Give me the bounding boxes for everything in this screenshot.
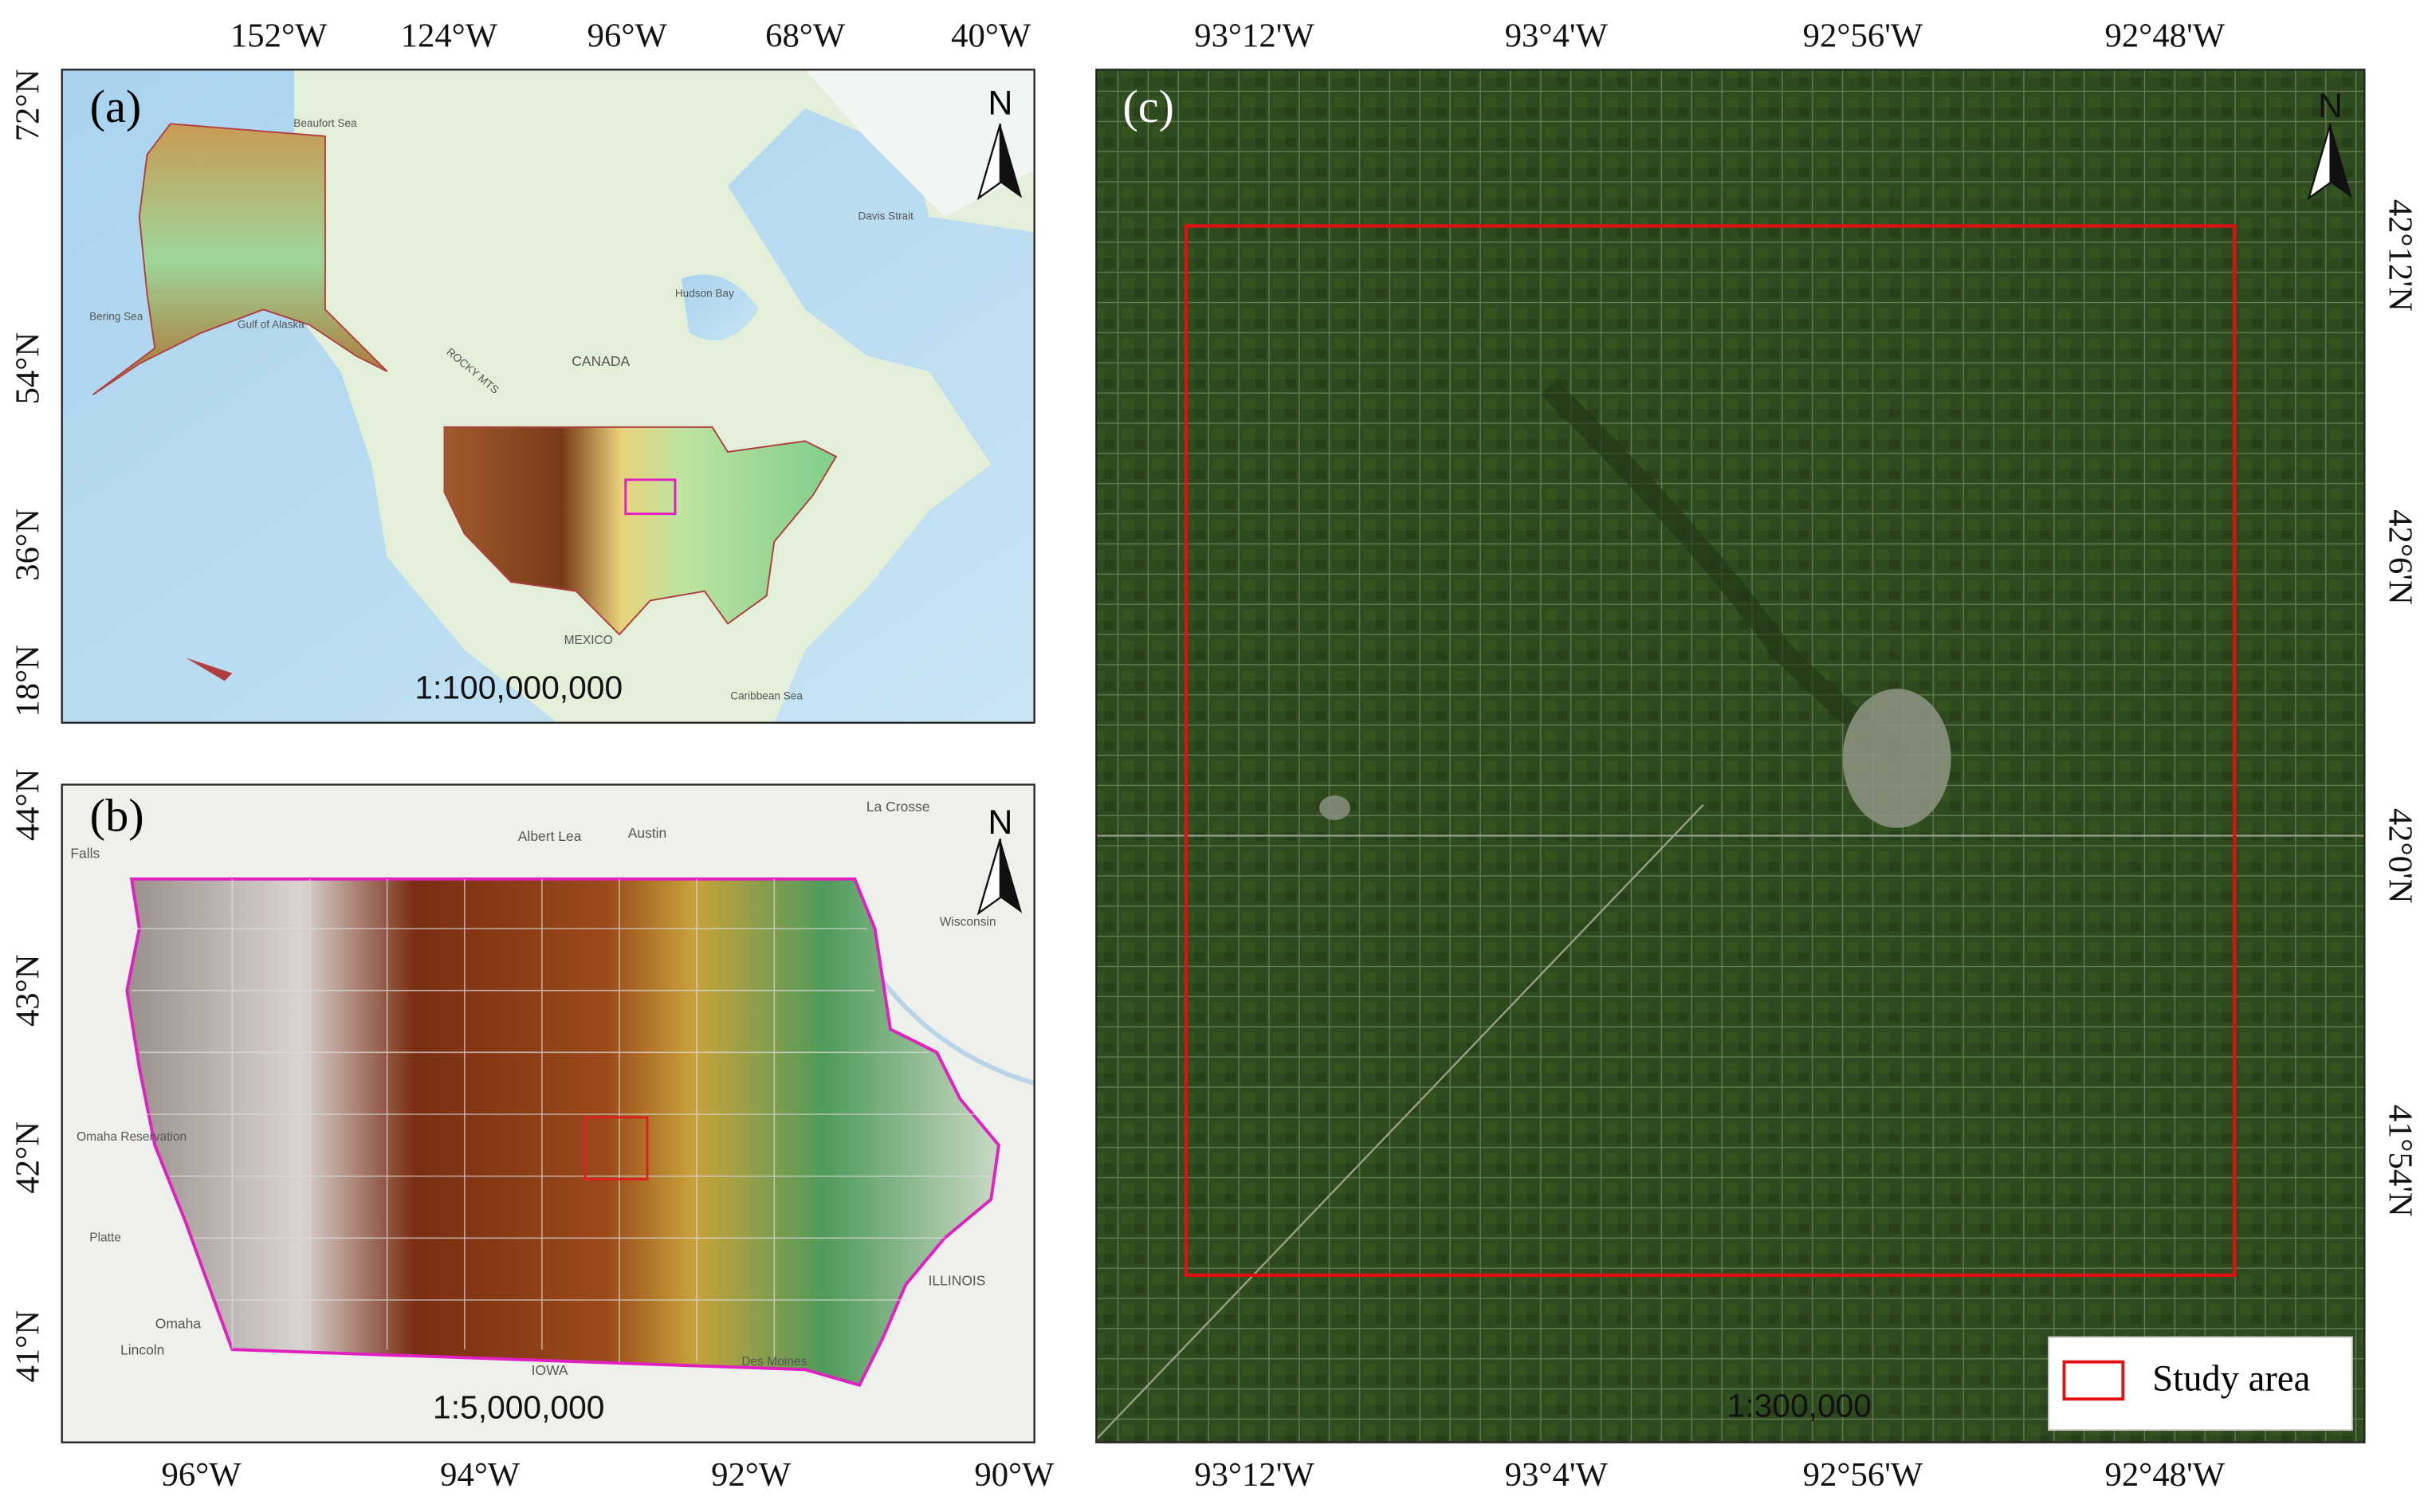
- iowa: [125, 877, 1001, 1388]
- place-label: Platte: [89, 1231, 121, 1244]
- place-label: Davis Strait: [858, 210, 913, 222]
- place-label: Albert Lea: [518, 828, 582, 844]
- top-tick-label: 93°12'W: [1194, 17, 1314, 54]
- top-tick-label: 152°W: [230, 17, 328, 54]
- iowa-outline: [624, 478, 677, 516]
- place-label: Falls: [70, 845, 100, 861]
- place-label: Beaufort Sea: [293, 117, 357, 129]
- top-tick-label: 92°48'W: [2104, 17, 2225, 54]
- place-label: Hudson Bay: [675, 288, 734, 300]
- panel-a-frame: [61, 69, 1035, 724]
- alaska: [92, 123, 388, 395]
- place-label: IOWA: [532, 1362, 568, 1378]
- left-tick-label: 42°N: [10, 1121, 47, 1194]
- bottom-tick-label: 94°W: [440, 1456, 521, 1494]
- panel-label: (c): [1122, 81, 1174, 132]
- hudson-bay: [681, 274, 759, 341]
- right-tick-label: 41°54'N: [2381, 1105, 2418, 1217]
- top-tick-label: 92°56'W: [1803, 17, 1923, 54]
- left-tick-label: 44°N: [10, 768, 47, 841]
- right-tick-label: 42°0'N: [2381, 808, 2418, 904]
- north-arrow: [1000, 124, 1023, 198]
- place-label: Austin: [628, 825, 667, 841]
- city: [1842, 689, 1951, 828]
- place-label: Omaha Reservation: [77, 1130, 187, 1144]
- place-label: Lincoln: [120, 1342, 164, 1358]
- satellite-image: [1096, 69, 2365, 1443]
- bottom-tick-label: 93°12'W: [1194, 1456, 1314, 1494]
- place-label: Caribbean Sea: [730, 689, 803, 701]
- town: [1319, 795, 1350, 821]
- panel-a-map: [61, 69, 1035, 723]
- left-tick-label: 18°N: [10, 645, 47, 717]
- bottom-tick-label: 96°W: [161, 1456, 242, 1494]
- place-label: Gulf of Alaska: [238, 318, 304, 330]
- panel-label: (b): [90, 789, 144, 841]
- place-label: Wisconsin: [940, 915, 996, 929]
- left-tick-label: 36°N: [10, 509, 47, 581]
- top-tick-label: 40°W: [951, 17, 1031, 54]
- bottom-tick-label: 92°56'W: [1803, 1456, 1923, 1494]
- bottom-tick-label: 93°4'W: [1505, 1456, 1609, 1494]
- legend-box: [2048, 1336, 2353, 1431]
- panel-b-map: [61, 784, 1035, 1443]
- top-tick-label: 124°W: [401, 17, 498, 54]
- top-tick-label: 96°W: [587, 17, 668, 54]
- highway: [1095, 803, 1704, 1440]
- left-tick-label: 41°N: [10, 1310, 47, 1383]
- left-tick-label: 54°N: [10, 332, 47, 405]
- top-tick-label: 93°4'W: [1505, 17, 1609, 54]
- legend-label: Study area: [2152, 1358, 2310, 1400]
- scale-label: 1:5,000,000: [433, 1389, 604, 1426]
- place-label: Omaha: [155, 1316, 202, 1332]
- scale-label: 1:100,000,000: [414, 670, 623, 706]
- right-tick-label: 42°12'N: [2381, 199, 2418, 312]
- place-label: La Crosse: [866, 799, 930, 815]
- greenland: [805, 69, 1035, 217]
- right-tick-label: 42°6'N: [2381, 509, 2418, 605]
- study-area-box: [583, 1116, 649, 1180]
- place-label: CANADA: [572, 353, 630, 369]
- scale-label: 1:300,000: [1727, 1388, 1872, 1424]
- bottom-tick-label: 90°W: [974, 1456, 1055, 1494]
- place-label: Des Moines: [741, 1355, 807, 1369]
- panel-b-frame: [61, 783, 1035, 1443]
- north-arrow: [2330, 124, 2352, 198]
- panel-label: (a): [90, 81, 142, 132]
- panel-c-frame: [1095, 69, 2366, 1443]
- left-tick-label: 72°N: [10, 69, 47, 142]
- place-label: MEXICO: [564, 634, 613, 647]
- study-area: [1184, 224, 2237, 1278]
- county-lines: [132, 878, 992, 1362]
- north-label: N: [988, 84, 1012, 122]
- hawaii: [186, 658, 233, 681]
- top-tick-label: 68°W: [765, 17, 846, 54]
- left-tick-label: 43°N: [10, 954, 47, 1027]
- place-label: ILLINOIS: [929, 1272, 986, 1288]
- north-label: N: [2318, 87, 2343, 125]
- conterminous-us: [443, 426, 838, 636]
- place-label: Bering Sea: [89, 311, 143, 323]
- north-label: N: [988, 803, 1012, 842]
- land: [294, 69, 1035, 723]
- bottom-tick-label: 92°W: [711, 1456, 792, 1494]
- legend-swatch: [2062, 1360, 2125, 1401]
- bottom-tick-label: 92°48'W: [2104, 1456, 2225, 1494]
